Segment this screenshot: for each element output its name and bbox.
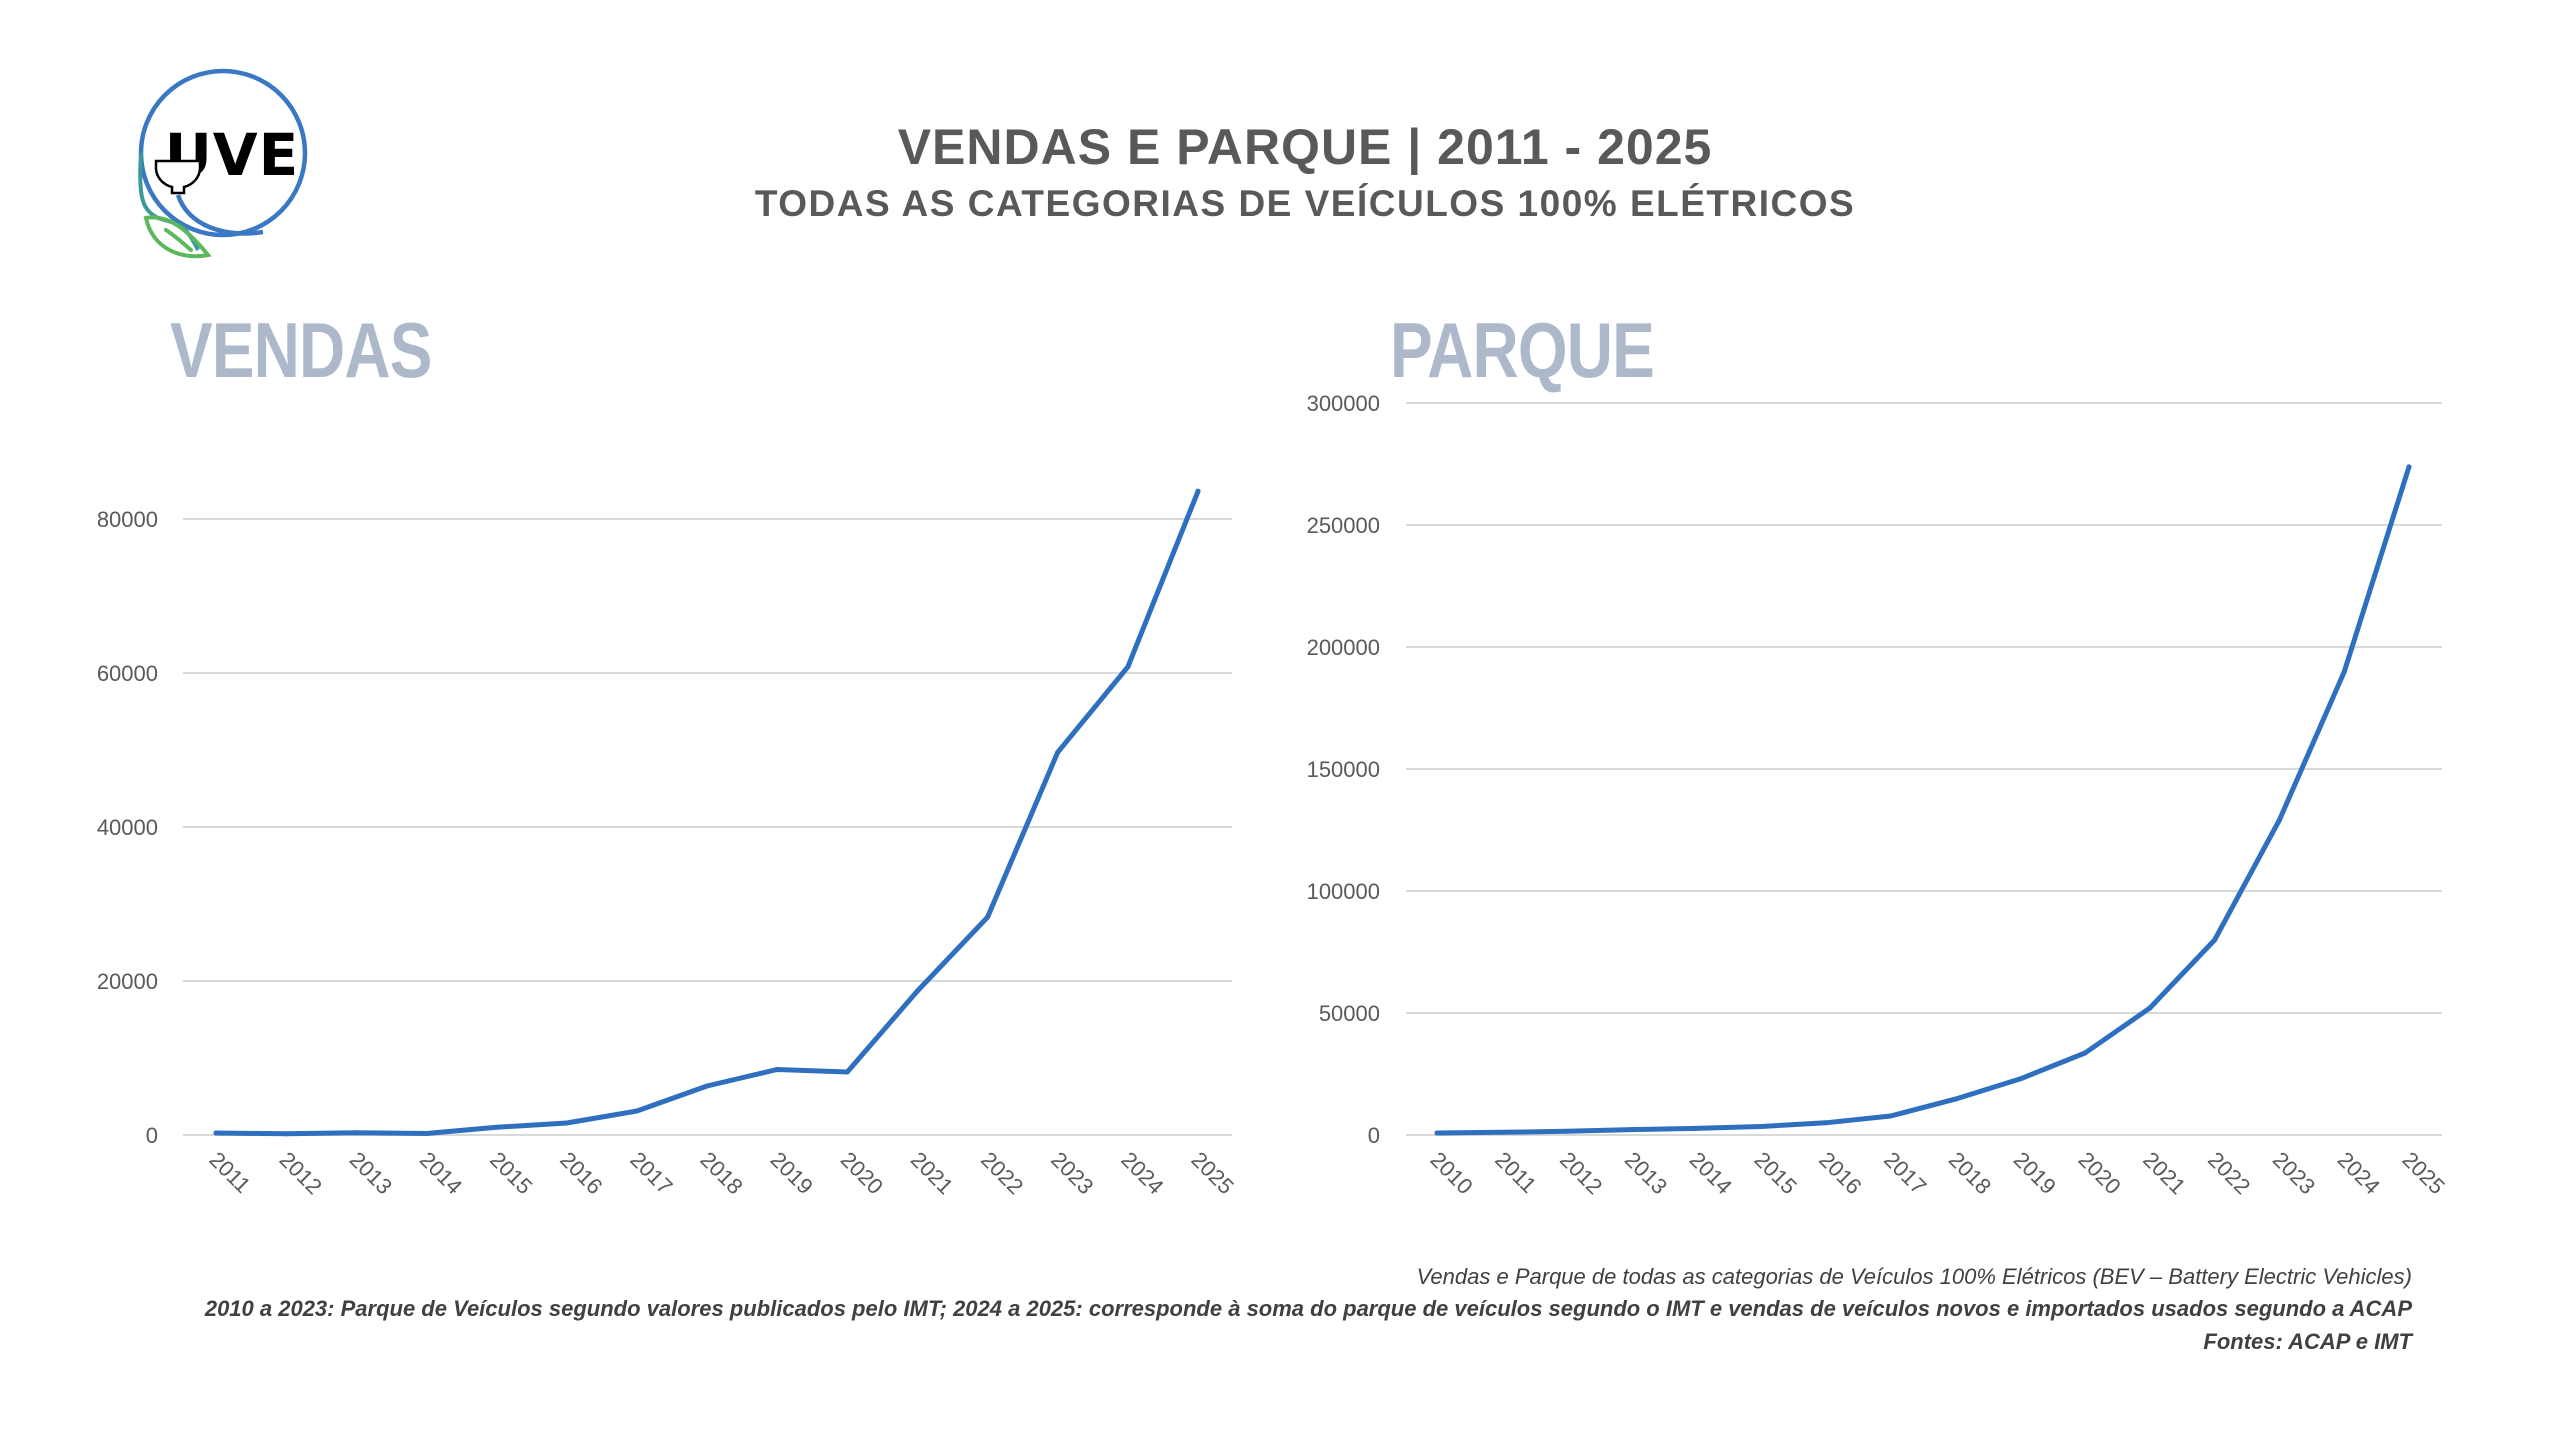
vendas-y-tick-label: 40000 <box>97 815 158 840</box>
parque-y-tick-label: 150000 <box>1307 757 1380 782</box>
vendas-x-tick-label: 2013 <box>345 1147 397 1199</box>
vendas-series-line <box>213 488 1201 1137</box>
vendas-x-tick-label: 2014 <box>415 1147 467 1199</box>
parque-x-tick-label: 2025 <box>2397 1147 2449 1199</box>
vendas-x-tick-label: 2016 <box>555 1147 607 1199</box>
parque-chart: 0 50000 100000 150000 200000 250000 300000 2010… <box>1307 391 2450 1199</box>
parque-data-point <box>2082 1050 2088 1056</box>
vendas-x-tick-label: 2015 <box>485 1147 537 1199</box>
vendas-y-tick-label: 0 <box>146 1123 158 1148</box>
vendas-x-tick-label: 2021 <box>906 1147 958 1199</box>
parque-heading: PARQUE <box>1390 306 1655 394</box>
vendas-x-tick-label: 2011 <box>204 1147 255 1198</box>
vendas-data-point <box>844 1069 850 1075</box>
vendas-data-point <box>1195 488 1201 494</box>
parque-data-point <box>1758 1123 1764 1129</box>
parque-data-point <box>1628 1127 1634 1133</box>
vendas-y-tick-label: 60000 <box>97 661 158 686</box>
vendas-heading: VENDAS <box>170 306 432 394</box>
page-subtitle: TODAS AS CATEGORIAS DE VEÍCULOS 100% ELÉ… <box>754 183 1856 224</box>
vendas-data-point <box>494 1124 500 1130</box>
parque-x-tick-label: 2017 <box>1879 1147 1931 1199</box>
parque-data-point <box>2212 937 2218 943</box>
vendas-data-point <box>914 988 920 994</box>
parque-data-point <box>1888 1113 1894 1119</box>
vendas-y-tick-label: 80000 <box>97 507 158 532</box>
cable-icon <box>175 194 264 236</box>
vendas-data-point <box>353 1130 359 1136</box>
parque-y-tick-label: 250000 <box>1307 513 1380 538</box>
vendas-chart: 0 20000 40000 60000 80000 2011 2012 2013 2014 201… <box>97 488 1239 1199</box>
parque-x-tick-label: 2010 <box>1425 1147 1477 1199</box>
vendas-x-tick-label: 2019 <box>766 1147 818 1199</box>
leaf-icon <box>143 215 212 259</box>
plug-icon <box>154 159 202 195</box>
vendas-data-point <box>213 1130 219 1136</box>
parque-y-tick-label: 0 <box>1368 1123 1380 1148</box>
parque-x-tick-label: 2020 <box>2073 1147 2125 1199</box>
vendas-data-point <box>634 1108 640 1114</box>
parque-data-point <box>1499 1129 1505 1135</box>
parque-x-tick-label: 2021 <box>2138 1147 2190 1199</box>
vendas-x-tick-label: 2025 <box>1186 1147 1238 1199</box>
parque-data-point <box>1564 1128 1570 1134</box>
parque-data-point <box>2406 464 2412 470</box>
parque-x-tick-label: 2013 <box>1620 1147 1672 1199</box>
page-title: VENDAS E PARQUE | 2011 - 2025 <box>897 119 1713 175</box>
vendas-x-tick-label: 2023 <box>1046 1147 1098 1199</box>
vendas-data-point <box>564 1120 570 1126</box>
parque-x-tick-label: 2011 <box>1490 1147 1541 1198</box>
parque-x-tick-label: 2015 <box>1749 1147 1801 1199</box>
parque-x-tick-label: 2016 <box>1814 1147 1866 1199</box>
vendas-y-tick-label: 20000 <box>97 969 158 994</box>
parque-y-tick-label: 100000 <box>1307 879 1380 904</box>
parque-x-tick-label: 2018 <box>1944 1147 1996 1199</box>
footer-methodology-note: 2010 a 2023: Parque de Veículos segundo … <box>204 1296 2412 1321</box>
vendas-data-point <box>704 1083 710 1089</box>
parque-data-point <box>1952 1096 1958 1102</box>
vendas-data-point <box>423 1130 429 1136</box>
parque-data-point <box>2276 817 2282 823</box>
parque-data-point <box>1434 1130 1440 1136</box>
parque-series-line <box>1434 464 2412 1136</box>
parque-data-point <box>2147 1005 2153 1011</box>
vendas-x-tick-label: 2024 <box>1116 1147 1168 1199</box>
parque-data-point <box>1693 1125 1699 1131</box>
parque-data-point <box>2017 1076 2023 1082</box>
parque-x-tick-label: 2024 <box>2333 1147 2385 1199</box>
uve-logo: UVE <box>138 68 308 259</box>
parque-x-tick-label: 2012 <box>1555 1147 1607 1199</box>
parque-x-tick-label: 2019 <box>2009 1147 2061 1199</box>
vendas-x-tick-label: 2022 <box>976 1147 1028 1199</box>
parque-y-tick-label: 50000 <box>1319 1001 1380 1026</box>
parque-x-tick-label: 2022 <box>2203 1147 2255 1199</box>
footer-description: Vendas e Parque de todas as categorias d… <box>1416 1264 2412 1289</box>
vendas-x-tick-label: 2012 <box>275 1147 327 1199</box>
parque-x-tick-label: 2023 <box>2268 1147 2320 1199</box>
vendas-x-tick-label: 2020 <box>836 1147 888 1199</box>
vendas-x-tick-label: 2018 <box>695 1147 747 1199</box>
vendas-data-point <box>1055 749 1061 755</box>
vendas-data-point <box>283 1131 289 1137</box>
footer-sources: Fontes: ACAP e IMT <box>2203 1329 2412 1354</box>
vendas-x-tick-label: 2017 <box>625 1147 677 1199</box>
vendas-data-point <box>1125 664 1131 670</box>
parque-y-tick-label: 300000 <box>1307 391 1380 416</box>
parque-data-point <box>2341 669 2347 675</box>
parque-x-tick-label: 2014 <box>1685 1147 1737 1199</box>
parque-y-tick-label: 200000 <box>1307 635 1380 660</box>
vendas-data-point <box>774 1067 780 1073</box>
vendas-data-point <box>985 914 991 920</box>
parque-data-point <box>1823 1120 1829 1126</box>
